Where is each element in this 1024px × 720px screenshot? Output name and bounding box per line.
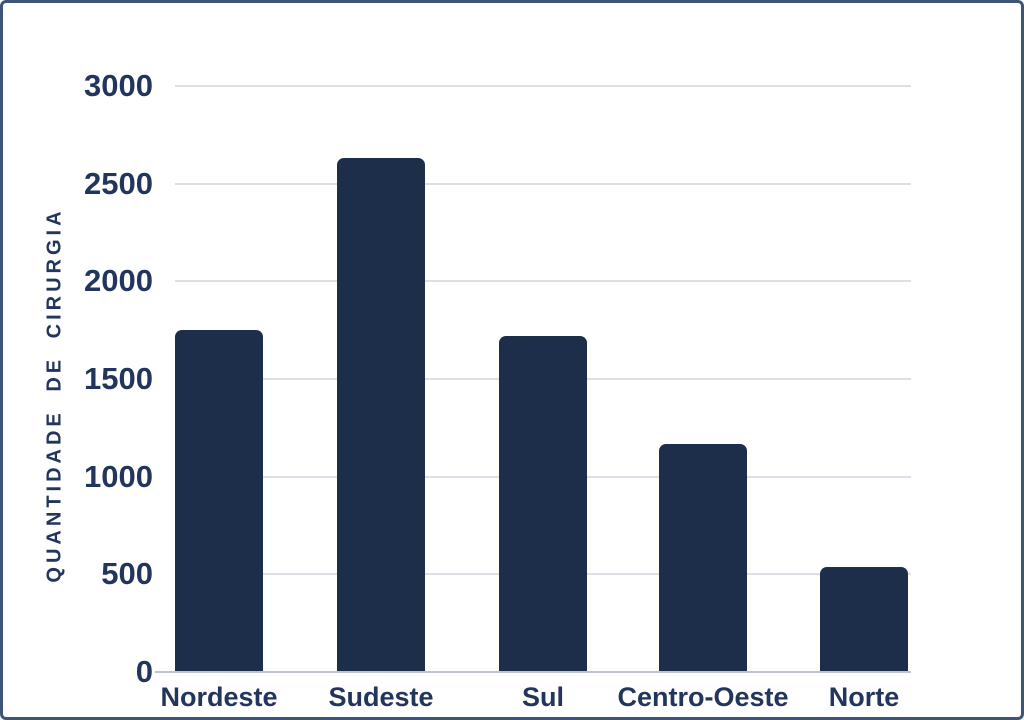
bar-nordeste xyxy=(175,330,263,672)
y-tick-label-0: 0 xyxy=(135,653,153,689)
x-axis-baseline xyxy=(155,671,911,673)
bar-sudeste xyxy=(337,158,425,672)
y-tick-label-2500: 2500 xyxy=(84,165,153,201)
gridline-2000 xyxy=(175,280,911,283)
y-axis-title: QUANTIDADE DE CIRURGIA xyxy=(43,207,66,583)
y-tick-label-500: 500 xyxy=(101,556,153,592)
gridline-2500 xyxy=(175,182,911,185)
bar-norte xyxy=(820,566,908,672)
x-category-label-sudeste: Sudeste xyxy=(328,682,434,712)
x-category-label-norte: Norte xyxy=(828,682,900,712)
x-category-label-sul: Sul xyxy=(521,682,564,712)
x-category-label-nordeste: Nordeste xyxy=(160,682,278,712)
y-tick-label-2000: 2000 xyxy=(84,263,153,299)
bar-centro-oeste xyxy=(659,444,747,672)
x-category-label-centro-oeste: Centro-Oeste xyxy=(617,682,789,712)
bar-chart-figure: QUANTIDADE DE CIRURGIA 0 500 1000 1500 2000 2… xyxy=(3,3,1021,717)
plot-area xyxy=(155,85,911,673)
y-tick-label-1500: 1500 xyxy=(84,360,153,396)
y-tick-label-3000: 3000 xyxy=(84,67,153,103)
gridline-3000 xyxy=(175,85,911,87)
y-tick-label-1000: 1000 xyxy=(84,458,153,494)
bar-sul xyxy=(499,336,587,672)
